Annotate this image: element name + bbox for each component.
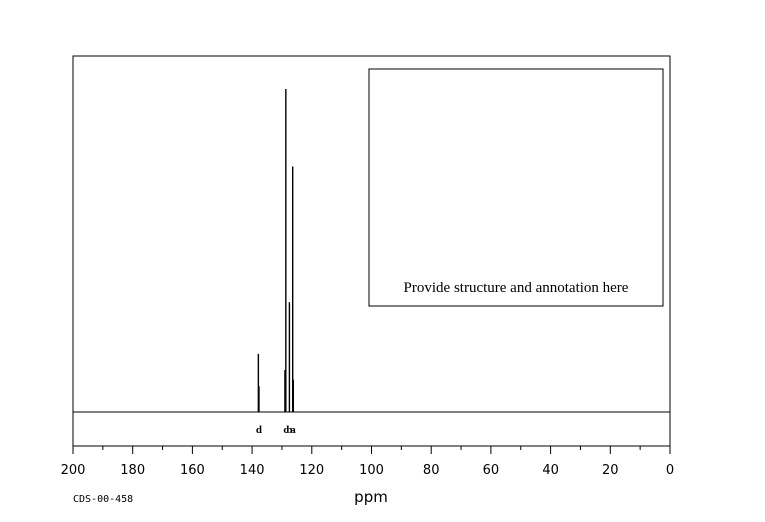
annotation-box [368,68,664,307]
peak-label-a: a [290,424,296,436]
peak-label-d: d [256,424,262,436]
peaks-layer [257,89,294,412]
x-tick-label: 0 [666,463,674,478]
x-tick-label: 80 [423,463,440,478]
x-tick-label: 160 [180,463,205,478]
x-tick-label: 200 [61,463,86,478]
peak-label-b: b [286,424,292,436]
peak-labels-layer: d cba [256,424,296,436]
peak-label-c: c [283,424,288,436]
x-tick-label: 120 [299,463,324,478]
x-tick-label: 40 [542,463,559,478]
x-tick-label: 20 [602,463,619,478]
x-tick-label: 140 [240,463,265,478]
x-axis-ticks: 200 180 160 140 120 100 80 60 40 20 0 [61,446,674,478]
footer-code: CDS-00-458 [73,494,133,505]
x-axis-label: ppm [354,488,388,506]
x-tick-label: 60 [483,463,500,478]
x-tick-label: 180 [120,463,145,478]
annotation-box-text: Provide structure and annotation here [404,280,629,296]
x-tick-label: 100 [359,463,384,478]
